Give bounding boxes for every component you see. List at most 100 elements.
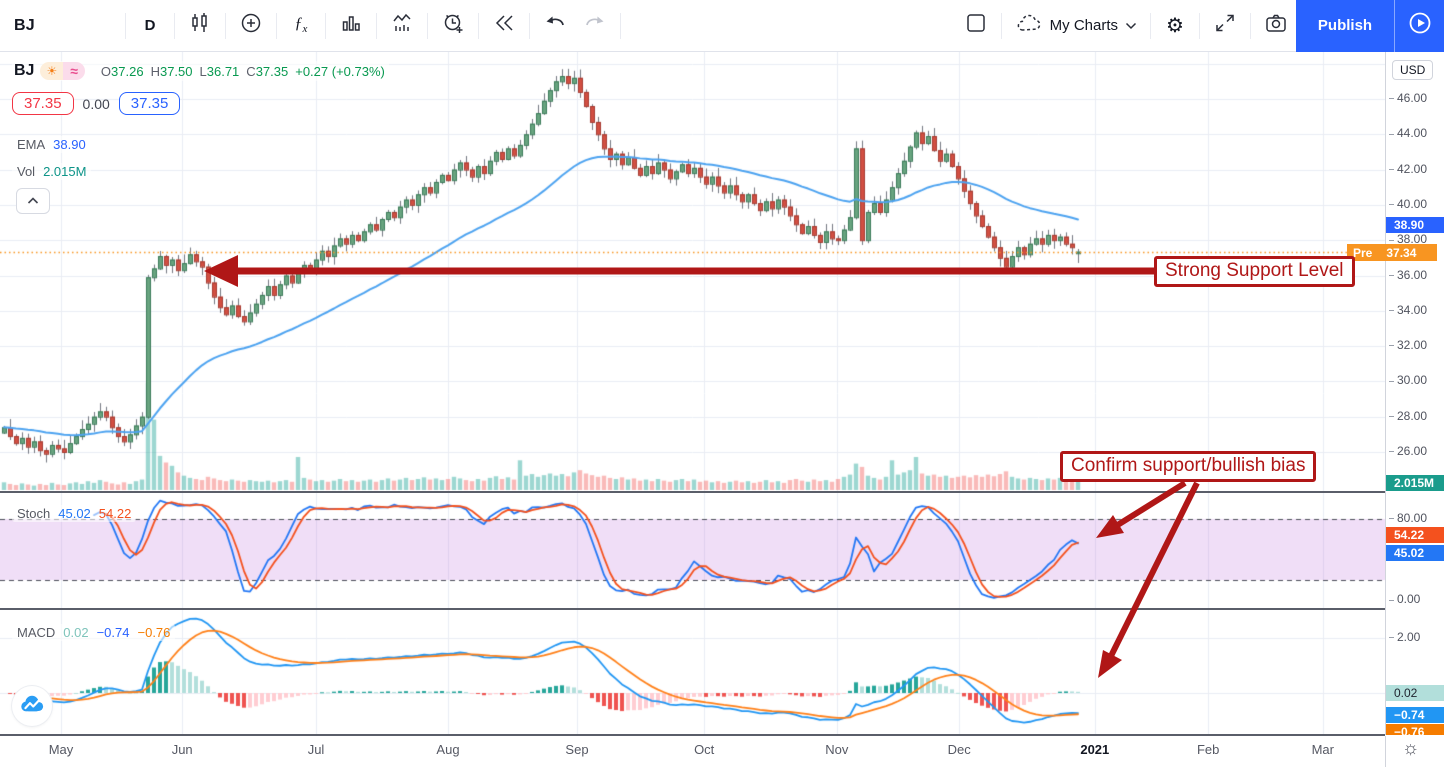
main-legend: BJ ☀ ≈ O37.26 H37.50 L36.71 C37.35 +0.27… xyxy=(12,61,389,81)
month-label: Aug xyxy=(436,742,460,757)
macd-timeaxis-divider xyxy=(0,734,1385,736)
tradingview-logo[interactable] xyxy=(12,686,52,726)
fullscreen-button[interactable] xyxy=(1205,7,1245,45)
close-value: 37.35 xyxy=(255,63,289,79)
volume-value: 2.015M xyxy=(43,164,87,179)
cloud-chart-icon xyxy=(18,692,46,721)
stoch-k-axis-label: 45.02 xyxy=(1386,545,1444,561)
open-value: 37.26 xyxy=(111,63,144,79)
publish-menu-button[interactable] xyxy=(1394,0,1444,52)
premarket-value: 37.34 xyxy=(1378,244,1438,261)
redo-button[interactable] xyxy=(575,7,615,45)
toolbar-divider xyxy=(427,12,428,39)
axis-corner-divider xyxy=(1385,736,1386,767)
play-circle-icon xyxy=(1407,10,1433,41)
month-label: Dec xyxy=(947,742,971,757)
indicators-button[interactable]: ƒx xyxy=(282,7,320,45)
confirm-annotation[interactable]: Confirm support/bullish bias xyxy=(1060,451,1317,482)
sun-icon: ☀ xyxy=(40,62,64,80)
toolbar-divider xyxy=(1250,12,1251,39)
toolbar-divider xyxy=(225,12,226,39)
my-charts-label: My Charts xyxy=(1049,17,1118,34)
support-annotation[interactable]: Strong Support Level xyxy=(1154,256,1355,287)
currency-button[interactable]: USD xyxy=(1392,60,1434,80)
approx-icon: ≈ xyxy=(63,62,85,80)
chevron-down-icon xyxy=(1125,17,1137,34)
buy-button[interactable]: 37.35 xyxy=(118,92,181,115)
axis-tick-label: 80.00 xyxy=(1389,511,1427,525)
macd-line-axis-label: −0.74 xyxy=(1386,707,1444,723)
collapse-legend-button[interactable] xyxy=(16,188,50,214)
interval-button[interactable]: D xyxy=(144,17,156,34)
market-status-badges: ☀ ≈ xyxy=(40,62,85,80)
compare-button[interactable] xyxy=(231,7,271,45)
undo-button[interactable] xyxy=(535,7,575,45)
month-label: Sep xyxy=(565,742,589,757)
undo-icon xyxy=(543,11,567,40)
axis-tick-label: 26.00 xyxy=(1389,444,1427,458)
macd-hist-value: 0.02 xyxy=(63,625,89,640)
symbol-label: BJ xyxy=(14,16,35,34)
month-label: Oct xyxy=(694,742,715,757)
wave-bars-icon xyxy=(390,11,414,40)
axis-tick-label: 36.00 xyxy=(1389,268,1427,282)
gear-icon: ⚙ xyxy=(1166,14,1184,37)
cloud-icon xyxy=(1015,13,1043,39)
stoch-k-value: 45.02 xyxy=(58,506,91,521)
price-stoch-divider[interactable] xyxy=(0,491,1385,493)
toolbar-divider xyxy=(125,12,126,39)
axis-tick-label: 30.00 xyxy=(1389,373,1427,387)
settings-button[interactable]: ⚙ xyxy=(1156,7,1194,45)
layout-button[interactable] xyxy=(956,7,996,45)
toolbar-divider xyxy=(276,12,277,39)
redo-icon xyxy=(583,11,607,40)
toolbar-divider xyxy=(376,12,377,39)
bar-chart-icon xyxy=(339,11,363,40)
chart-style-button[interactable] xyxy=(180,7,220,45)
macd-legend[interactable]: MACD 0.02 −0.74 −0.76 xyxy=(12,624,176,641)
chart-canvas[interactable] xyxy=(0,52,1385,735)
plus-circle-icon xyxy=(239,11,263,40)
macd-signal-axis-label: −0.76 xyxy=(1386,724,1444,735)
axis-tick-label: 2.00 xyxy=(1389,630,1420,644)
premarket-price-label: Pre 37.34 xyxy=(1347,244,1438,261)
candlestick-icon xyxy=(188,11,212,40)
axis-settings-icon[interactable]: ☼ xyxy=(1402,738,1420,759)
symbol-button[interactable]: BJ xyxy=(0,7,120,45)
bar-replay-button[interactable] xyxy=(484,7,524,45)
price-axis[interactable]: USD 46.00 44.00 42.00 40.00 38.00 36.00 34.00 3… xyxy=(1385,52,1444,735)
month-label: 2021 xyxy=(1080,742,1110,757)
toolbar-divider xyxy=(174,12,175,39)
publish-button[interactable]: Publish xyxy=(1296,0,1394,52)
macd-hist-axis-label: 0.02 xyxy=(1386,685,1444,701)
month-label: May xyxy=(48,742,74,757)
patterns-button[interactable] xyxy=(382,7,422,45)
my-charts-button[interactable]: My Charts xyxy=(1007,7,1145,45)
change-value: +0.27 (+0.73%) xyxy=(295,63,385,79)
stoch-macd-divider[interactable] xyxy=(0,608,1385,610)
camera-icon xyxy=(1264,11,1288,40)
toolbar-divider xyxy=(478,12,479,39)
bid-ask-row: 37.35 0.00 37.35 xyxy=(12,92,181,115)
spread-value: 0.00 xyxy=(82,95,110,112)
high-value: 37.50 xyxy=(159,63,193,79)
sell-button[interactable]: 37.35 xyxy=(12,92,74,115)
snapshot-button[interactable] xyxy=(1256,7,1296,45)
time-axis[interactable]: May Jun Jul Aug Sep Oct Nov Dec 2021 Feb Mar ☼ xyxy=(0,736,1444,767)
stoch-d-value: 54.22 xyxy=(98,506,132,521)
toolbar-divider xyxy=(1000,12,1002,39)
layout-square-icon xyxy=(964,11,988,40)
toolbar-divider xyxy=(325,12,326,39)
volume-legend[interactable]: Vol 2.015M xyxy=(12,163,92,180)
stoch-legend[interactable]: Stoch 45.02 54.22 xyxy=(12,505,137,522)
rewind-icon xyxy=(492,11,516,40)
toolbar-divider xyxy=(1199,12,1200,39)
month-label: Jun xyxy=(171,742,193,757)
fx-icon: ƒx xyxy=(294,15,308,36)
month-label: Jul xyxy=(307,742,325,757)
indicator-templates-button[interactable] xyxy=(331,7,371,45)
low-value: 36.71 xyxy=(206,63,240,79)
legend-symbol[interactable]: BJ xyxy=(14,62,35,79)
ema-legend[interactable]: EMA 38.90 xyxy=(12,136,91,153)
create-alert-button[interactable] xyxy=(433,7,473,45)
